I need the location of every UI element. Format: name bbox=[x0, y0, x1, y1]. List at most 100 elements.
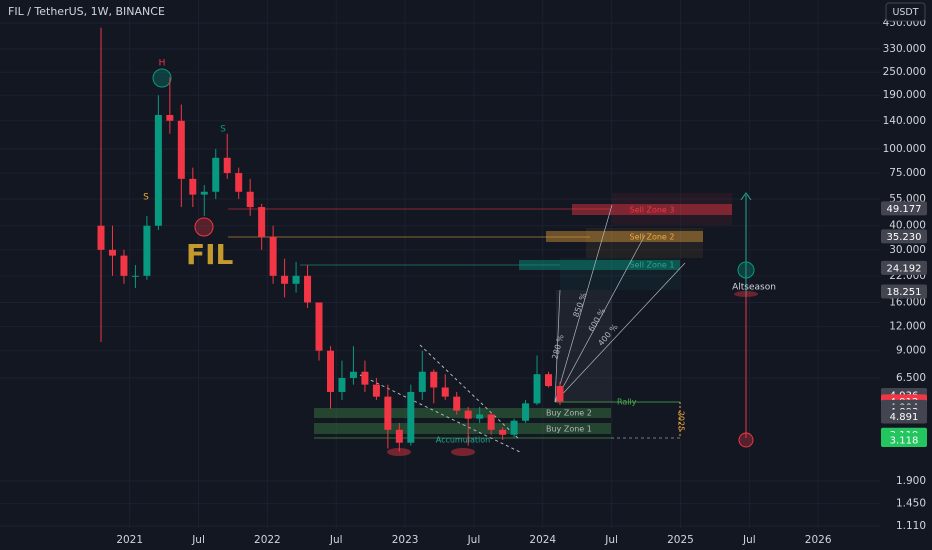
price-label: 4.891 bbox=[890, 412, 919, 423]
candle-body bbox=[556, 386, 564, 402]
candle-body bbox=[258, 207, 266, 237]
candle-body bbox=[545, 374, 553, 387]
candle-body bbox=[533, 374, 541, 404]
candle-body bbox=[246, 191, 254, 208]
candle-body bbox=[418, 371, 426, 392]
candle-body bbox=[349, 371, 357, 378]
candle-body bbox=[235, 173, 243, 192]
fan-line bbox=[554, 234, 646, 403]
candle-body bbox=[453, 396, 461, 411]
y-tick-label: 250.000 bbox=[883, 66, 926, 78]
y-tick-label: 75.000 bbox=[889, 167, 926, 179]
marker bbox=[387, 448, 411, 456]
price-label-box bbox=[881, 260, 927, 275]
marker bbox=[194, 217, 214, 237]
price-label-box bbox=[881, 229, 927, 244]
arrow-head bbox=[740, 192, 752, 201]
label: Accumulation bbox=[436, 436, 491, 445]
candle-body bbox=[464, 410, 472, 419]
x-tick-label: 2024 bbox=[529, 534, 556, 546]
candle-body bbox=[487, 414, 495, 430]
chart-title: FIL / TetherUS, 1W, BINANCE bbox=[8, 5, 165, 18]
price-label-box bbox=[881, 409, 927, 424]
marker bbox=[734, 291, 758, 297]
marker bbox=[451, 448, 475, 456]
candle-body bbox=[361, 371, 369, 385]
x-tick-label: Jul bbox=[329, 534, 343, 546]
candle-body bbox=[189, 178, 197, 195]
marker bbox=[737, 261, 755, 279]
candle-body bbox=[407, 391, 415, 443]
candle-body bbox=[131, 275, 139, 277]
y-tick-label: 330.000 bbox=[883, 43, 926, 55]
zone-label: Sell Zone 1 bbox=[630, 261, 675, 270]
y-tick-label: 6.500 bbox=[896, 372, 926, 384]
candle-body bbox=[315, 302, 323, 351]
candle-body bbox=[143, 225, 151, 276]
candle-body bbox=[326, 350, 334, 392]
y-tick-label: 40.000 bbox=[889, 220, 926, 232]
candle-body bbox=[522, 403, 530, 421]
price-label: 35.230 bbox=[887, 232, 922, 243]
marker bbox=[152, 68, 172, 88]
currency[interactable]: USDT bbox=[892, 7, 918, 18]
price-label-box bbox=[881, 201, 927, 216]
price-label-box bbox=[881, 432, 927, 447]
y-tick-label: 30.000 bbox=[889, 244, 926, 256]
candle-body bbox=[200, 191, 208, 195]
zone-label: Sell Zone 2 bbox=[630, 233, 675, 242]
candle-body bbox=[395, 429, 403, 443]
axes: 450.000330.000250.000190.000140.000100.0… bbox=[116, 17, 927, 546]
price-label: 49.177 bbox=[887, 204, 922, 215]
y-tick-label: 12.000 bbox=[889, 321, 926, 333]
label: H bbox=[159, 59, 166, 69]
trend-line bbox=[419, 344, 521, 441]
candle-body bbox=[177, 120, 185, 179]
price-label: 24.192 bbox=[887, 263, 922, 274]
y-tick-label: 16.000 bbox=[889, 296, 926, 308]
candle-body bbox=[499, 429, 507, 435]
candle-body bbox=[304, 275, 312, 303]
buy-zone bbox=[314, 423, 611, 434]
y-tick-label: 1.900 bbox=[896, 475, 926, 487]
y-tick-label: 140.000 bbox=[883, 115, 926, 127]
zone-label: Buy Zone 2 bbox=[546, 409, 592, 418]
sell-zone bbox=[572, 204, 732, 215]
candle-body bbox=[108, 249, 116, 256]
x-tick-label: 2021 bbox=[116, 534, 143, 546]
candle-body bbox=[223, 157, 231, 174]
price-axis bbox=[880, 0, 932, 550]
sell-box bbox=[612, 193, 732, 225]
x-tick-label: 2026 bbox=[805, 534, 832, 546]
candle-body bbox=[120, 255, 128, 276]
label: Altseason bbox=[732, 283, 776, 293]
zone-label: Sell Zone 3 bbox=[630, 206, 675, 215]
y-tick-label: 190.000 bbox=[883, 89, 926, 101]
buy-zone bbox=[314, 408, 611, 418]
label: Rally bbox=[617, 398, 637, 407]
x-tick-label: 2025 bbox=[667, 534, 694, 546]
candle-body bbox=[476, 414, 484, 419]
y-tick-label: 100.000 bbox=[883, 143, 926, 155]
sell-zone bbox=[546, 231, 703, 242]
drawings bbox=[152, 68, 758, 456]
fan-line bbox=[554, 262, 686, 403]
sell-zone bbox=[519, 260, 680, 270]
marker bbox=[738, 432, 754, 448]
candle-body bbox=[372, 384, 380, 397]
currency-button[interactable] bbox=[885, 2, 926, 22]
fan-line bbox=[554, 289, 561, 403]
sell-box bbox=[586, 228, 703, 258]
candle-body bbox=[441, 387, 449, 397]
candle-body bbox=[154, 115, 162, 226]
x-tick-label: 2023 bbox=[392, 534, 419, 546]
candle-body bbox=[281, 275, 289, 284]
label: S bbox=[220, 125, 226, 135]
candle-body bbox=[510, 420, 518, 435]
candle-body bbox=[166, 115, 174, 121]
sell-box bbox=[560, 258, 680, 290]
price-label-box bbox=[881, 284, 927, 299]
candle-body bbox=[384, 396, 392, 430]
candle-body bbox=[430, 371, 438, 388]
